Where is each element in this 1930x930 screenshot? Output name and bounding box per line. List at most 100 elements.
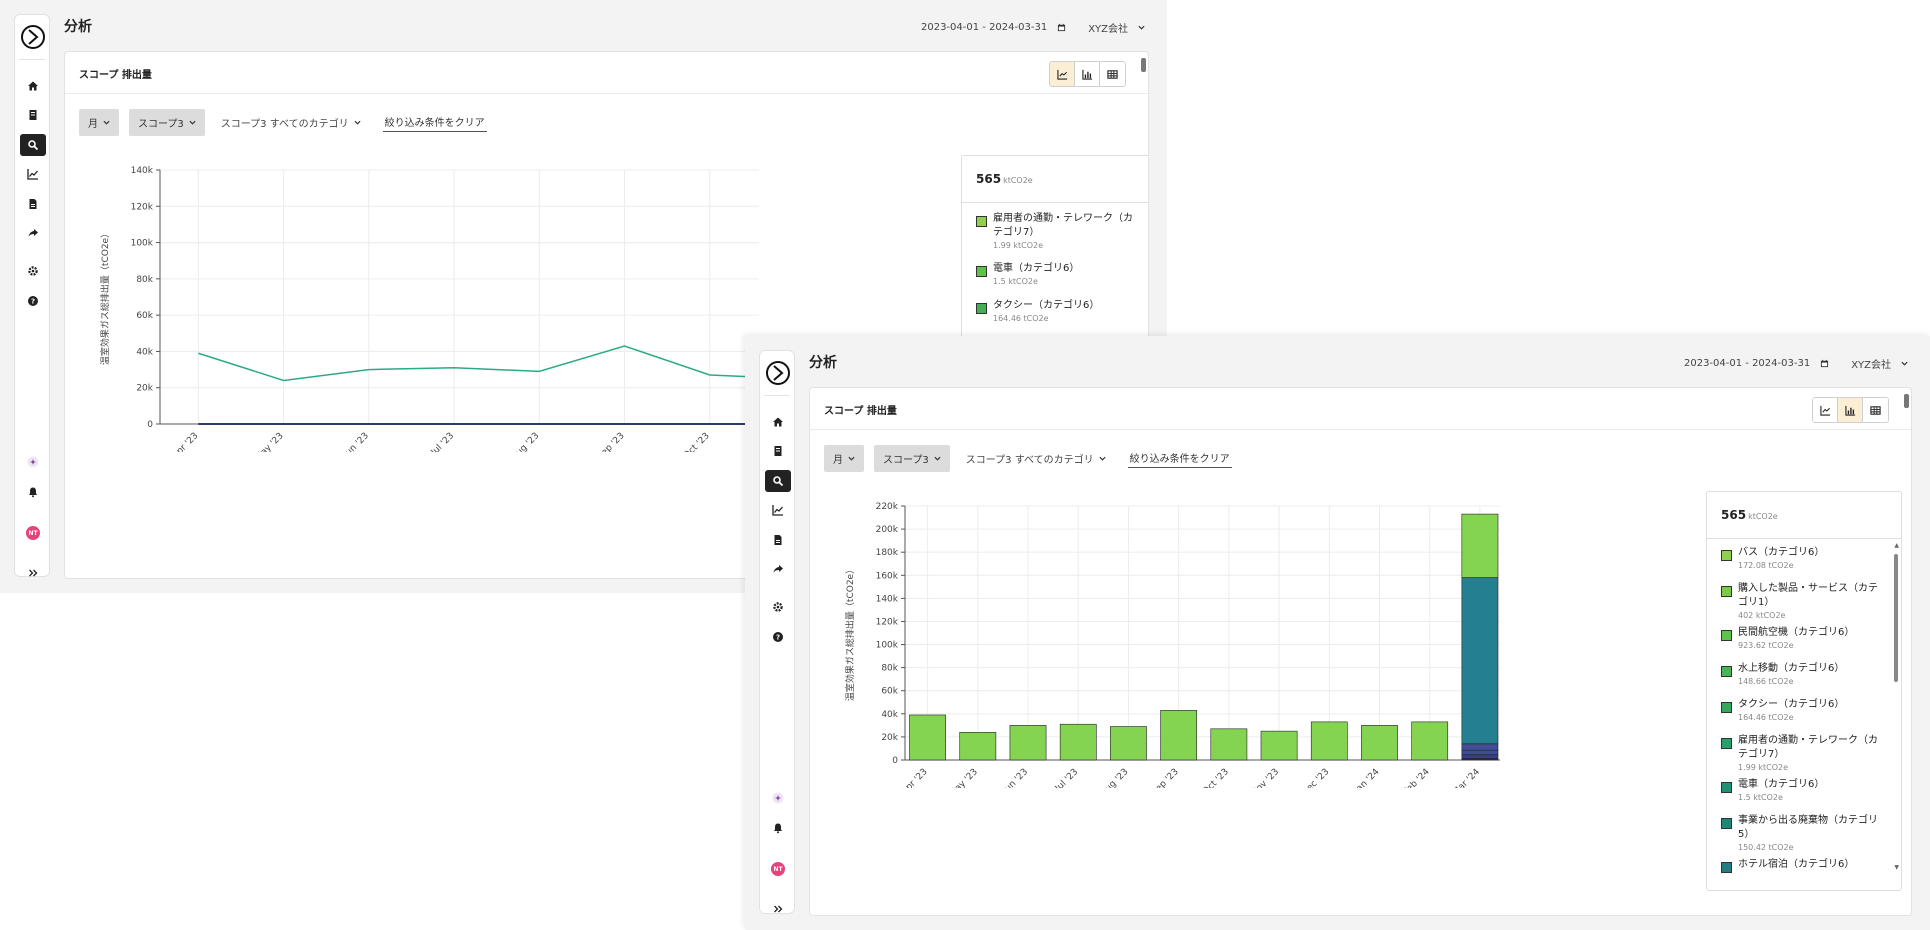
legend-item[interactable]: 電車（カテゴリ6） 1.5 ktCO2e: [1721, 778, 1885, 803]
legend-item[interactable]: 民間航空機（カテゴリ6） 923.62 tCO2e: [1721, 626, 1885, 651]
table-icon[interactable]: [1863, 398, 1888, 422]
report-icon[interactable]: [765, 529, 791, 551]
legend-item[interactable]: 水上移動（カテゴリ6） 148.66 tCO2e: [1721, 662, 1885, 687]
legend-swatch: [976, 266, 987, 277]
clear-filters-button[interactable]: 絞り込み条件をクリア: [382, 114, 487, 132]
y-tick-label: 40k: [136, 347, 153, 357]
period-filter[interactable]: 月: [824, 445, 864, 472]
legend-item[interactable]: ホテル宿泊（カテゴリ6）: [1721, 858, 1885, 873]
legend-series-name: タクシー（カテゴリ6）: [1738, 699, 1845, 710]
bar-chart-icon[interactable]: [1075, 62, 1100, 86]
gear-icon[interactable]: [765, 596, 791, 618]
scroll-up-icon[interactable]: ▲: [1894, 542, 1899, 549]
scope-filter[interactable]: スコープ3: [129, 109, 205, 136]
x-tick-label: Apr '23: [171, 431, 201, 452]
chevron-down-icon[interactable]: [1138, 24, 1145, 31]
help-icon[interactable]: ?: [20, 290, 46, 312]
home-icon[interactable]: [765, 411, 791, 433]
scope-filter-label: スコープ3: [883, 455, 929, 466]
legend-swatch: [1721, 586, 1732, 597]
bar-segment: [1110, 726, 1147, 761]
avatar[interactable]: NT: [771, 862, 785, 876]
date-range[interactable]: 2023-04-01 - 2024-03-31: [920, 22, 1048, 33]
avatar[interactable]: NT: [26, 526, 40, 540]
sidebar: ? NT: [759, 350, 795, 914]
legend-item[interactable]: 電車（カテゴリ6） 1.5 ktCO2e: [976, 262, 1140, 287]
y-tick-label: 160k: [876, 571, 899, 581]
legend-series-value: 1.5 ktCO2e: [993, 277, 1038, 286]
calendar-icon[interactable]: [1057, 23, 1066, 32]
legend-item[interactable]: 購入した製品・サービス（カテゴリ1） 402 ktCO2e: [1721, 582, 1885, 621]
bar-chart: 0 20k 40k 60k 80k 100k 120k 140k 160k 180k 200k 220…: [844, 502, 1500, 788]
period-filter-label: 月: [88, 119, 98, 130]
sparkle-icon[interactable]: [765, 787, 791, 809]
legend-series-value: 150.42 tCO2e: [1738, 843, 1794, 852]
bell-icon[interactable]: [20, 481, 46, 503]
page-title: 分析: [64, 19, 92, 35]
scroll-down-icon[interactable]: ▼: [1894, 864, 1899, 871]
bar-chart-icon[interactable]: [1838, 398, 1863, 422]
y-tick-label: 140k: [131, 166, 154, 176]
report-icon[interactable]: [20, 193, 46, 215]
svg-text:?: ?: [776, 634, 780, 642]
home-icon[interactable]: [20, 75, 46, 97]
expand-icon[interactable]: [20, 562, 46, 584]
clear-filters-button[interactable]: 絞り込み条件をクリア: [1127, 450, 1232, 468]
x-tick-label: Apr '23: [900, 767, 930, 788]
legend-item[interactable]: 雇用者の通勤・テレワーク（カテゴリ7） 1.99 ktCO2e: [976, 212, 1140, 251]
period-filter[interactable]: 月: [79, 109, 119, 136]
bar-segment: [1411, 721, 1449, 761]
calendar-icon[interactable]: [1820, 359, 1829, 368]
legend-item[interactable]: タクシー（カテゴリ6） 164.46 tCO2e: [1721, 698, 1885, 723]
document-icon[interactable]: [20, 104, 46, 126]
legend-swatch: [1721, 630, 1732, 641]
bell-icon[interactable]: [765, 817, 791, 839]
expand-icon[interactable]: [765, 898, 791, 920]
legend-swatch: [1721, 550, 1732, 561]
line-chart-icon[interactable]: [1050, 62, 1075, 86]
x-tick-label: Jul '23: [1053, 767, 1080, 788]
emissions-card: スコープ 排出量 月 スコープ3 スコープ3 すべてのカテゴリ 絞り込み条件をク…: [809, 387, 1912, 916]
logo-icon: [21, 25, 45, 49]
sparkle-icon[interactable]: [20, 451, 46, 473]
category-filter[interactable]: スコープ3 すべてのカテゴリ: [960, 451, 1112, 466]
chart-icon[interactable]: [20, 163, 46, 185]
share-icon[interactable]: [765, 558, 791, 580]
legend-swatch: [1721, 738, 1732, 749]
legend-swatch: [1721, 666, 1732, 677]
table-icon[interactable]: [1100, 62, 1125, 86]
chevron-down-icon: [189, 120, 196, 125]
chevron-down-icon[interactable]: [1901, 360, 1908, 367]
help-icon[interactable]: ?: [765, 626, 791, 648]
company-select[interactable]: XYZ会社: [1088, 24, 1128, 35]
legend-item[interactable]: タクシー（カテゴリ6） 164.46 tCO2e: [976, 299, 1140, 324]
y-tick-label: 220k: [876, 502, 899, 512]
gear-icon[interactable]: [20, 260, 46, 282]
search-icon[interactable]: [20, 134, 46, 156]
category-filter[interactable]: スコープ3 すべてのカテゴリ: [215, 115, 367, 130]
x-tick-label: Aug '23: [1099, 767, 1130, 788]
legend-scrollbar[interactable]: [1894, 554, 1898, 682]
scope-filter-label: スコープ3: [138, 119, 184, 130]
legend-swatch: [1721, 818, 1732, 829]
y-tick-label: 120k: [131, 202, 154, 212]
chart-icon[interactable]: [765, 499, 791, 521]
x-tick-label: Oct '23: [682, 431, 712, 452]
legend-item[interactable]: 事業から出る廃棄物（カテゴリ5） 150.42 tCO2e: [1721, 814, 1885, 853]
search-icon[interactable]: [765, 470, 791, 492]
scope-filter[interactable]: スコープ3: [874, 445, 950, 472]
y-tick-label: 80k: [881, 664, 898, 674]
company-select[interactable]: XYZ会社: [1851, 360, 1891, 371]
document-icon[interactable]: [765, 440, 791, 462]
share-icon[interactable]: [20, 222, 46, 244]
y-tick-label: 120k: [876, 617, 899, 627]
date-range[interactable]: 2023-04-01 - 2024-03-31: [1683, 358, 1811, 369]
legend-series-value: 148.66 tCO2e: [1738, 677, 1794, 686]
x-tick-label: Jun '23: [341, 431, 371, 452]
line-chart-icon[interactable]: [1813, 398, 1838, 422]
legend-series-name: ホテル宿泊（カテゴリ6）: [1738, 859, 1855, 870]
scrollbar[interactable]: [1904, 394, 1909, 408]
legend-item[interactable]: 雇用者の通勤・テレワーク（カテゴリ7） 1.99 ktCO2e: [1721, 734, 1885, 773]
scrollbar[interactable]: [1141, 58, 1146, 72]
legend-item[interactable]: バス（カテゴリ6） 172.08 tCO2e: [1721, 546, 1885, 571]
